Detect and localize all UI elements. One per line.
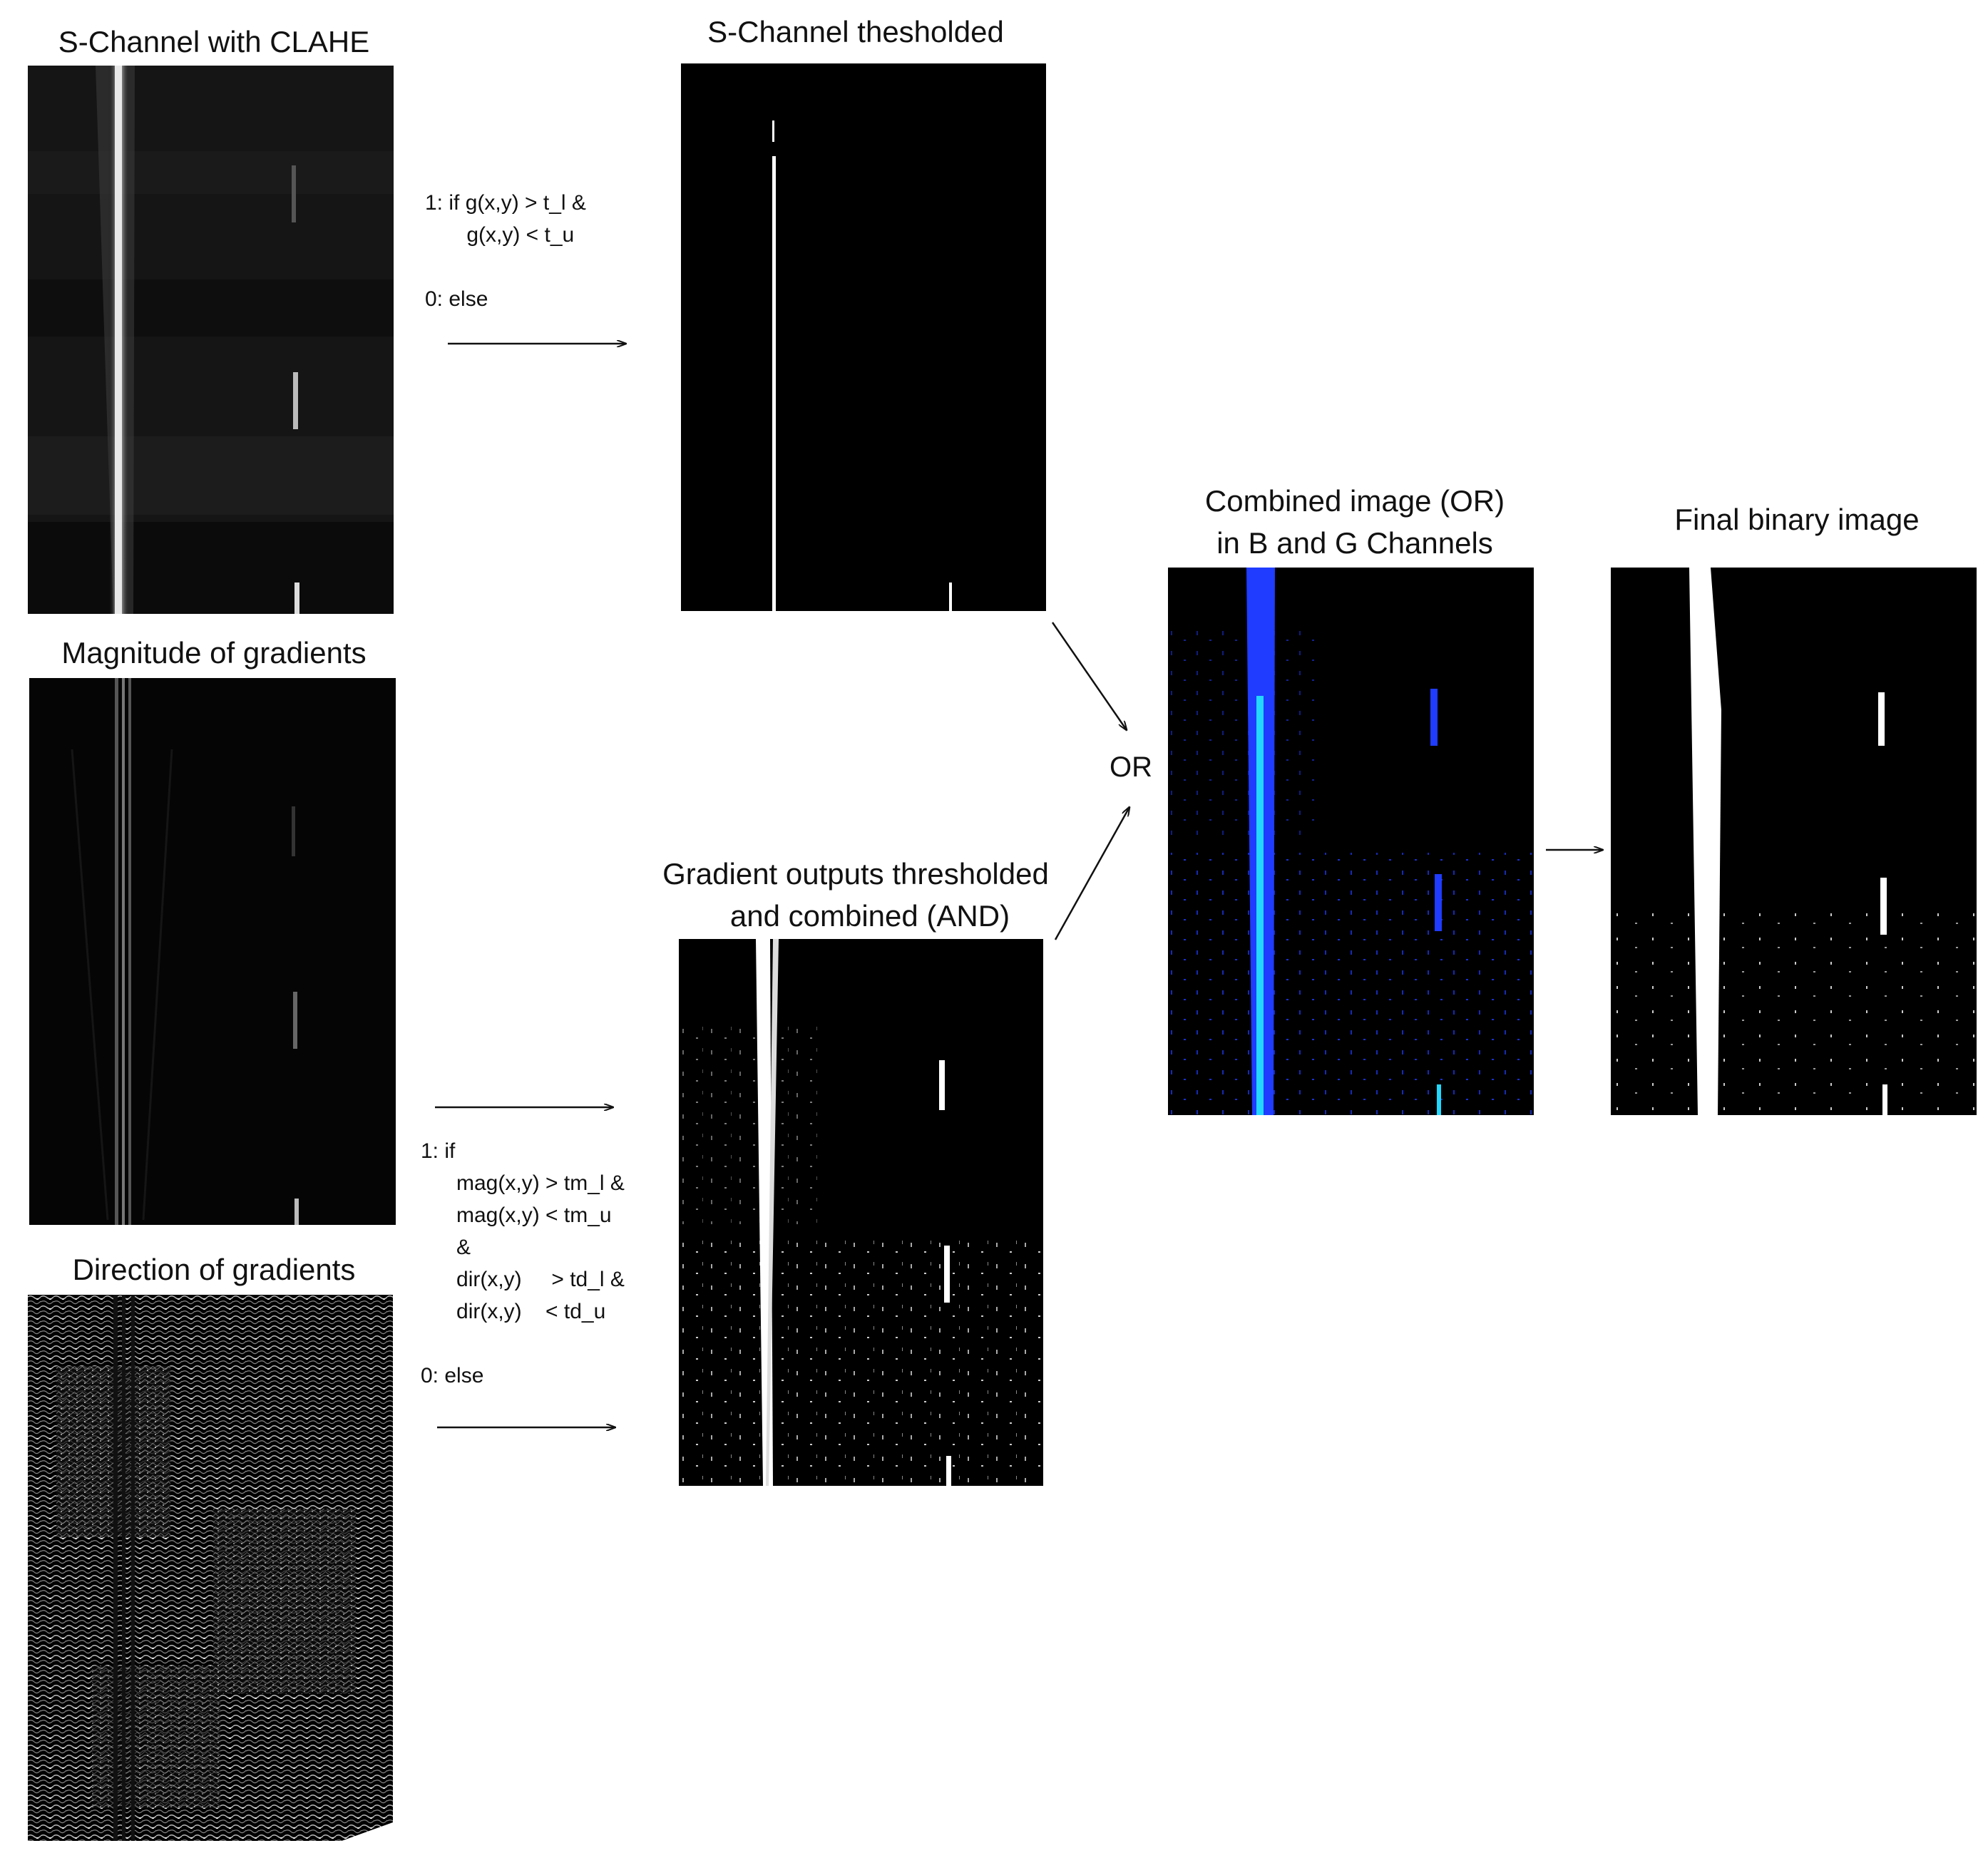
or-operator-label: OR [1110, 751, 1152, 783]
grad-rule-line2: mag(x,y) > tm_l & [421, 1171, 625, 1195]
grad-rule-line1: 1: if [421, 1139, 456, 1163]
grad-rule-line3: mag(x,y) < tm_u [421, 1204, 612, 1227]
grad-combined-image [679, 939, 1043, 1486]
direction-title: Direction of gradients [72, 1253, 356, 1286]
grad-rule-line5: dir(x,y) > td_l & [421, 1268, 625, 1291]
grad-rule-line7: 0: else [421, 1364, 484, 1387]
magnitude-image [29, 678, 396, 1225]
magnitude-title: Magnitude of gradients [61, 636, 367, 669]
s-thresh-image [681, 63, 1046, 611]
grad-combined-title-line1: Gradient outputs thresholded [662, 857, 1049, 891]
s-clahe-title: S-Channel with CLAHE [58, 25, 370, 58]
s-rule-line3: 0: else [425, 287, 488, 311]
final-title: Final binary image [1674, 503, 1920, 536]
s-rule-line2: g(x,y) < t_u [425, 223, 575, 247]
final-image [1611, 568, 1977, 1115]
combined-or-title-line2: in B and G Channels [1216, 526, 1493, 560]
combined-or-image [1168, 568, 1534, 1115]
s-clahe-image [28, 66, 394, 614]
direction-image [28, 1295, 393, 1841]
grad-rule-line4: & [421, 1236, 471, 1259]
arrow-thresh-to-or [1051, 622, 1127, 730]
s-rule-line1: 1: if g(x,y) > t_l & [425, 191, 586, 215]
s-thresh-title: S-Channel thesholded [707, 15, 1004, 48]
grad-rule-line6: dir(x,y) < td_u [421, 1300, 606, 1323]
arrow-grad-to-or [1054, 807, 1129, 940]
grad-combined-title-line2: and combined (AND) [729, 899, 1010, 933]
combined-or-title-line1: Combined image (OR) [1204, 484, 1505, 518]
